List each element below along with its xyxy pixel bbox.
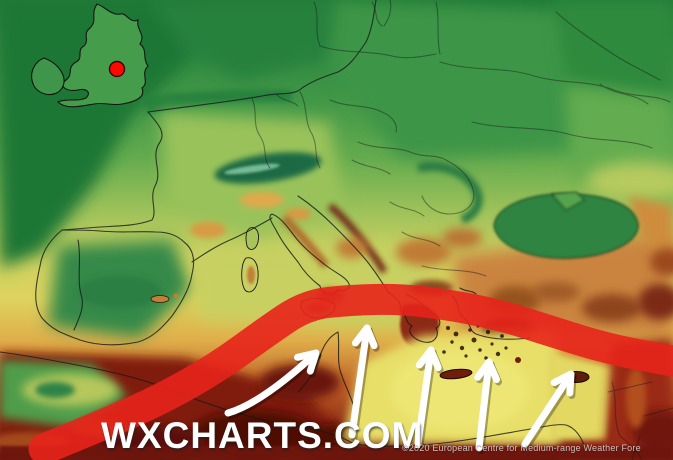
africa-coastline [0,351,587,451]
france-west-coastline [61,111,163,231]
alps-snow-streak [224,163,280,175]
po-valley-orange [240,192,284,208]
east-edge-orange [650,248,673,276]
adriatic-east-coastline [297,195,389,293]
balkan-orange-2 [396,238,452,266]
nitaly-orange [285,208,311,220]
wind-arrow-2-head [351,324,378,350]
north-sea [150,0,340,80]
tunisia-dark [260,364,340,400]
marmara-coast [459,287,477,295]
riviera-coastline [191,217,273,263]
crimea-peninsula [550,191,585,211]
black-sea [493,193,639,259]
south-coast-dark-strip [0,446,673,460]
iberia-coastline [35,229,195,346]
wind-arrow-4-shaft [475,358,493,452]
ireland-landmass [31,57,65,96]
anatolia-brown-3 [582,294,642,322]
algeria-dark-1 [193,410,317,454]
apennine-ridge [281,215,330,269]
wind-arrow-3-shaft [414,346,435,447]
caucasus-orange [628,196,673,262]
north-coastline [147,0,377,113]
balkan-orange-1 [336,238,368,258]
crete [439,368,473,380]
atlas-dark-green [35,382,75,398]
wind-arrow-3-head [415,346,442,372]
sardinia-orange [247,266,255,284]
balkan-orange-3 [442,228,482,248]
wind-arrow-4-head [474,358,500,383]
wind-arrow-1-shaft [224,349,320,417]
portugal-border [73,239,83,331]
central-europe-region [330,0,575,158]
iberia-mountains [78,276,162,308]
copyright-text: ©2020 European Centre for Medium-range W… [402,443,641,453]
jet-stream-band [28,283,673,460]
country-borders-mesh [251,0,673,460]
uk-landmass [57,3,149,108]
tunisia-coastline [297,331,355,409]
location-marker-dot [108,60,126,78]
wxcharts-watermark: WXCHARTS.COM [101,415,424,456]
northeast-region [555,0,673,95]
wind-arrow-1-head [294,349,320,375]
ukraine-warm-patch [586,162,673,202]
anatolia-brown-2 [532,282,580,302]
corsica [245,227,259,250]
anatolia-darkred [638,284,673,320]
levant-coast-orange [626,368,646,428]
annotation-layer [28,60,673,460]
wind-arrow-2-shaft [348,324,371,439]
rhodes [515,357,521,363]
sfrance-orange [190,222,226,238]
mallorca [150,295,170,303]
wind-arrow-5-shaft [521,370,575,448]
carpathian-ridge [416,161,483,225]
menorca [173,293,179,299]
wind-arrow-5-head [550,370,575,397]
